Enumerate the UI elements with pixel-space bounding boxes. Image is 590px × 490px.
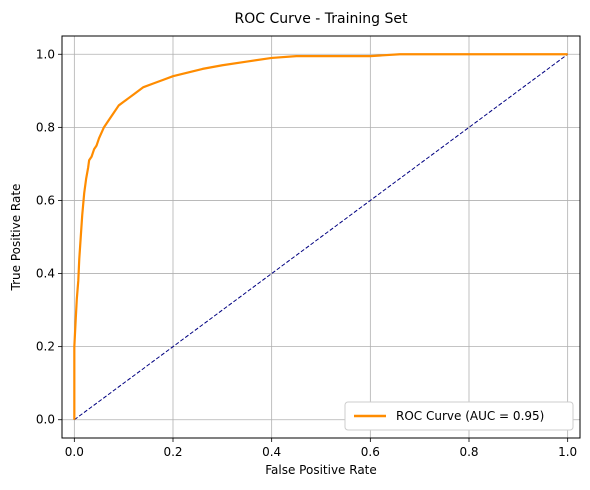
legend: ROC Curve (AUC = 0.95) xyxy=(344,401,574,431)
legend-box xyxy=(344,401,574,431)
y-tick-label: 1.0 xyxy=(36,47,55,61)
y-tick-label: 0.2 xyxy=(36,340,55,354)
y-tick-label: 0.4 xyxy=(36,267,55,281)
y-tick-label: 0.8 xyxy=(36,120,55,134)
roc-curve-line xyxy=(73,53,568,420)
plot-frame xyxy=(61,35,581,439)
y-tick-label: 0.6 xyxy=(36,193,55,207)
x-axis-label: False Positive Rate xyxy=(265,463,377,477)
y-axis-label: True Positive Rate xyxy=(9,184,23,292)
chart-title: ROC Curve - Training Set xyxy=(235,11,408,27)
chance-diagonal-line xyxy=(74,53,568,421)
series-layer xyxy=(73,53,568,421)
x-tick-label: 0.6 xyxy=(361,445,380,459)
x-tick-label: 0.8 xyxy=(459,445,478,459)
legend-label: ROC Curve (AUC = 0.95) xyxy=(396,409,544,423)
x-tick-label: 0.0 xyxy=(65,445,84,459)
x-tick-label: 0.4 xyxy=(262,445,281,459)
x-axis-ticks: 0.0 0.2 0.4 0.6 0.8 1.0 xyxy=(65,438,577,459)
y-axis-ticks: 0.0 0.2 0.4 0.6 0.8 1.0 xyxy=(36,47,62,427)
grid xyxy=(62,36,580,438)
x-tick-label: 1.0 xyxy=(558,445,577,459)
y-tick-label: 0.0 xyxy=(36,413,55,427)
x-tick-label: 0.2 xyxy=(163,445,182,459)
